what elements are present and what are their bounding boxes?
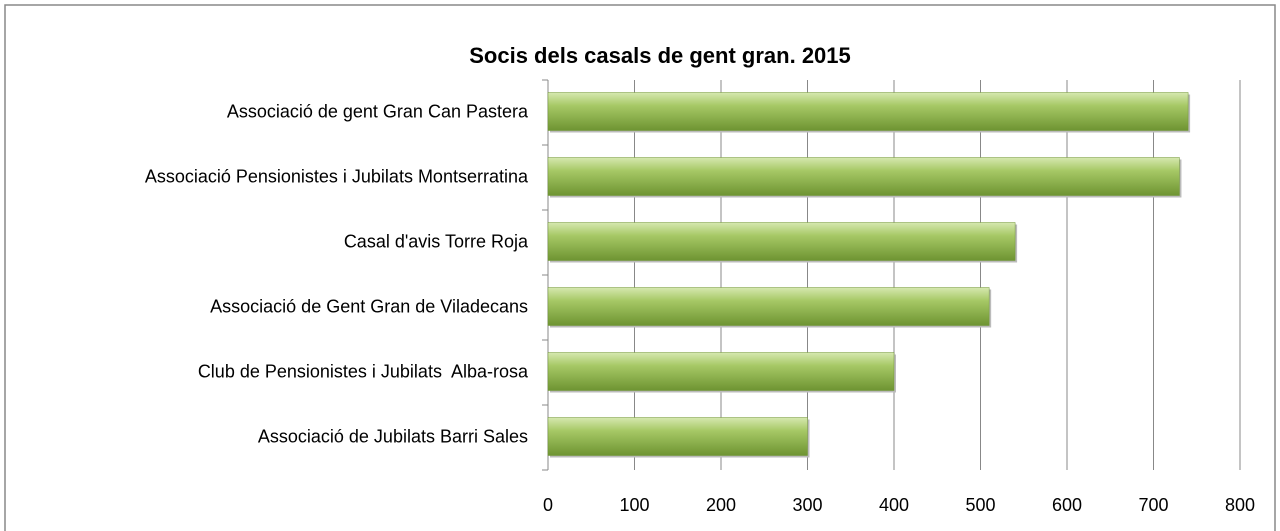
y-tick-label: Associació de Gent Gran de Viladecans (210, 296, 528, 316)
x-tick-label: 0 (543, 495, 553, 515)
bar (547, 92, 1189, 131)
chart-title: Socis dels casals de gent gran. 2015 (469, 43, 851, 68)
x-tick-label: 700 (1138, 495, 1168, 515)
x-tick-label: 200 (706, 495, 736, 515)
y-tick-label: Club de Pensionistes i Jubilats Alba-ros… (198, 361, 529, 381)
y-tick-label: Casal d'avis Torre Roja (344, 231, 529, 251)
x-tick-label: 500 (965, 495, 995, 515)
x-tick-label: 100 (619, 495, 649, 515)
y-tick-label: Associació Pensionistes i Jubilats Monts… (145, 166, 529, 186)
y-tick-label: Associació de gent Gran Can Pastera (227, 101, 529, 121)
y-tick-label: Associació de Jubilats Barri Sales (258, 426, 528, 446)
bar (547, 352, 895, 391)
x-tick-label: 300 (792, 495, 822, 515)
bar (547, 222, 1016, 261)
x-tick-label: 800 (1225, 495, 1255, 515)
x-tick-label: 600 (1052, 495, 1082, 515)
bar (547, 417, 808, 456)
x-tick-label: 400 (879, 495, 909, 515)
bar (547, 287, 990, 326)
bar (547, 157, 1180, 196)
